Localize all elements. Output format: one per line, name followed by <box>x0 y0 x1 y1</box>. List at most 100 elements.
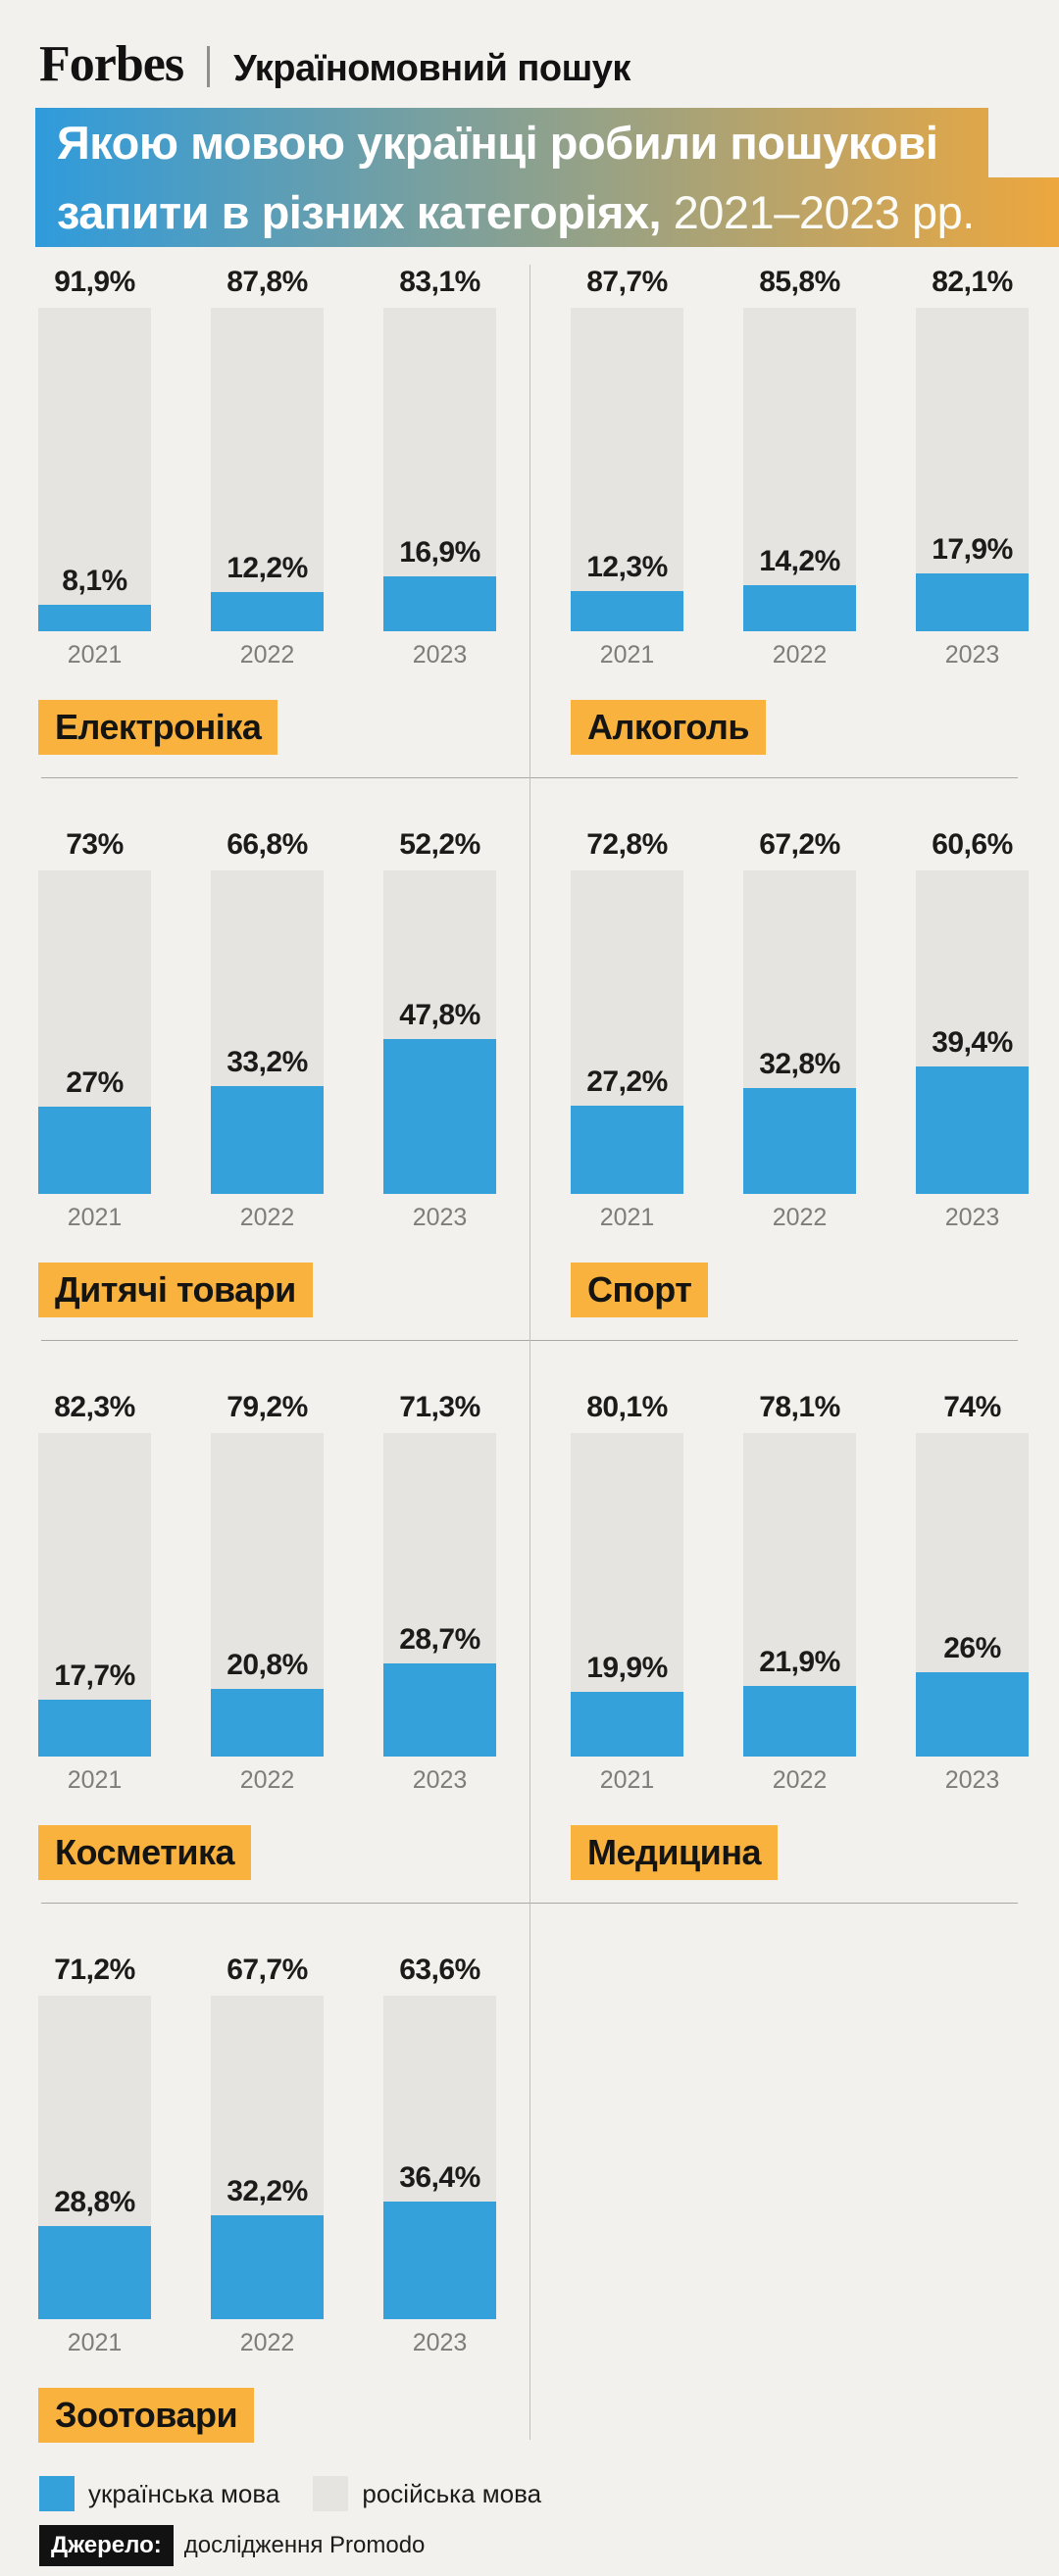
ukrainian-share-label: 28,7% <box>399 1623 480 1656</box>
bar-group: 52,2% 47,8% 2023 <box>383 827 496 1390</box>
source-text: дослідження Promodo <box>183 2532 426 2558</box>
ukrainian-share-bar <box>743 1088 856 1194</box>
ukrainian-share-label: 39,4% <box>932 1026 1013 1059</box>
title-banner-line1: Якою мовою українці робили пошукові <box>35 108 988 177</box>
year-label: 2023 <box>944 1204 1000 1231</box>
bar-group: 63,6% 36,4% 2023 <box>383 1953 496 2515</box>
ukrainian-share-label: 47,8% <box>399 999 480 1031</box>
russian-share-label: 60,6% <box>932 828 1013 861</box>
banner-title-line2-bold: запити в різних категоріях, <box>57 186 662 238</box>
russian-share-label: 80,1% <box>586 1391 668 1423</box>
ukrainian-share-bar <box>743 585 856 631</box>
bar-group: 67,2% 32,8% 2022 <box>743 827 856 1390</box>
ukrainian-share-bar <box>383 1663 496 1757</box>
bar-group: 71,2% 28,8% 2021 <box>38 1953 151 2515</box>
category-badge: Косметика <box>38 1825 251 1880</box>
category-badge: Дитячі товари <box>38 1263 313 1317</box>
year-label: 2023 <box>944 1766 1000 1794</box>
russian-share-label: 67,2% <box>759 828 840 861</box>
category-badge: Алкоголь <box>571 700 767 755</box>
ukrainian-share-label: 27% <box>66 1066 124 1099</box>
russian-share-label: 71,2% <box>54 1954 135 1986</box>
banner-title-period: 2021–2023 рр. <box>673 186 976 238</box>
ukrainian-share-label: 26% <box>943 1632 1001 1664</box>
ukrainian-share-label: 14,2% <box>759 545 840 577</box>
ukrainian-share-bar <box>383 1039 496 1194</box>
ukrainian-share-bar <box>916 1066 1029 1194</box>
banner-title-line2: запити в різних категоріях, 2021–2023 рр… <box>35 177 975 247</box>
category-badge: Зоотовари <box>38 2388 255 2443</box>
ukrainian-share-bar <box>383 576 496 631</box>
ukrainian-share-label: 12,2% <box>227 552 308 584</box>
year-label: 2023 <box>412 2329 468 2356</box>
bar-group: 91,9% 8,1% 2021 <box>38 265 151 827</box>
year-label: 2022 <box>239 1204 295 1231</box>
year-label: 2021 <box>599 641 655 669</box>
russian-share-label: 78,1% <box>759 1391 840 1423</box>
ukrainian-share-bar <box>38 1107 151 1194</box>
ukrainian-share-bar <box>571 1692 683 1757</box>
bar-group: 79,2% 20,8% 2022 <box>211 1390 324 1953</box>
page-title: Україномовний пошук <box>233 48 630 89</box>
category-badge: Спорт <box>571 1263 709 1317</box>
russian-share-label: 73% <box>66 828 124 861</box>
year-label: 2023 <box>412 1766 468 1794</box>
year-label: 2021 <box>599 1766 655 1794</box>
russian-color-swatch <box>313 2476 349 2511</box>
legend: українська мова російська мова <box>39 2476 541 2511</box>
year-label: 2021 <box>599 1204 655 1231</box>
ukrainian-share-bar <box>211 1689 324 1757</box>
russian-share-label: 87,8% <box>227 266 308 298</box>
russian-share-label: 71,3% <box>399 1391 480 1423</box>
ukrainian-share-bar <box>38 2226 151 2319</box>
year-label: 2023 <box>412 1204 468 1231</box>
bar-group: 60,6% 39,4% 2023 <box>916 827 1029 1390</box>
category-badge: Електроніка <box>38 700 278 755</box>
year-label: 2022 <box>772 641 828 669</box>
year-label: 2021 <box>67 641 123 669</box>
year-label: 2022 <box>772 1766 828 1794</box>
bar-group: 73% 27% 2021 <box>38 827 151 1390</box>
bar-group: 67,7% 32,2% 2022 <box>211 1953 324 2515</box>
bar-group: 82,1% 17,9% 2023 <box>916 265 1029 827</box>
year-label: 2022 <box>239 2329 295 2356</box>
russian-share-bar <box>38 308 151 631</box>
bar-group: 74% 26% 2023 <box>916 1390 1029 1953</box>
russian-share-bar <box>743 308 856 631</box>
russian-share-label: 83,1% <box>399 266 480 298</box>
ukrainian-share-bar <box>38 605 151 631</box>
legend-label-russian: російська мова <box>362 2478 542 2508</box>
ukrainian-share-bar <box>571 591 683 631</box>
forbes-logo: Forbes <box>39 36 184 92</box>
legend-item-russian: російська мова <box>313 2476 541 2511</box>
year-label: 2023 <box>412 641 468 669</box>
ukrainian-share-label: 17,9% <box>932 533 1013 566</box>
ukrainian-share-label: 20,8% <box>227 1649 308 1681</box>
russian-share-label: 85,8% <box>759 266 840 298</box>
year-label: 2023 <box>944 641 1000 669</box>
ukrainian-share-label: 28,8% <box>54 2186 135 2218</box>
legend-label-ukrainian: українська мова <box>88 2478 280 2508</box>
source-badge: Джерело: <box>39 2525 174 2566</box>
ukrainian-share-bar <box>383 2202 496 2319</box>
year-label: 2021 <box>67 2329 123 2356</box>
ukrainian-share-bar <box>743 1686 856 1757</box>
russian-share-label: 87,7% <box>586 266 668 298</box>
ukrainian-share-label: 33,2% <box>227 1046 308 1078</box>
bar-group: 83,1% 16,9% 2023 <box>383 265 496 827</box>
ukrainian-share-label: 8,1% <box>62 565 127 597</box>
russian-share-label: 79,2% <box>227 1391 308 1423</box>
bar-group: 87,8% 12,2% 2022 <box>211 265 324 827</box>
bar-group: 82,3% 17,7% 2021 <box>38 1390 151 1953</box>
russian-share-label: 72,8% <box>586 828 668 861</box>
russian-share-label: 91,9% <box>54 266 135 298</box>
bar-group: 78,1% 21,9% 2022 <box>743 1390 856 1953</box>
russian-share-label: 82,3% <box>54 1391 135 1423</box>
year-label: 2022 <box>239 641 295 669</box>
ukrainian-share-label: 16,9% <box>399 536 480 569</box>
ukrainian-share-label: 17,7% <box>54 1660 135 1692</box>
bar-group: 72,8% 27,2% 2021 <box>571 827 683 1390</box>
year-label: 2022 <box>239 1766 295 1794</box>
russian-share-bar <box>211 308 324 631</box>
title-banner: Якою мовою українці робили пошукові запи… <box>35 108 1059 247</box>
